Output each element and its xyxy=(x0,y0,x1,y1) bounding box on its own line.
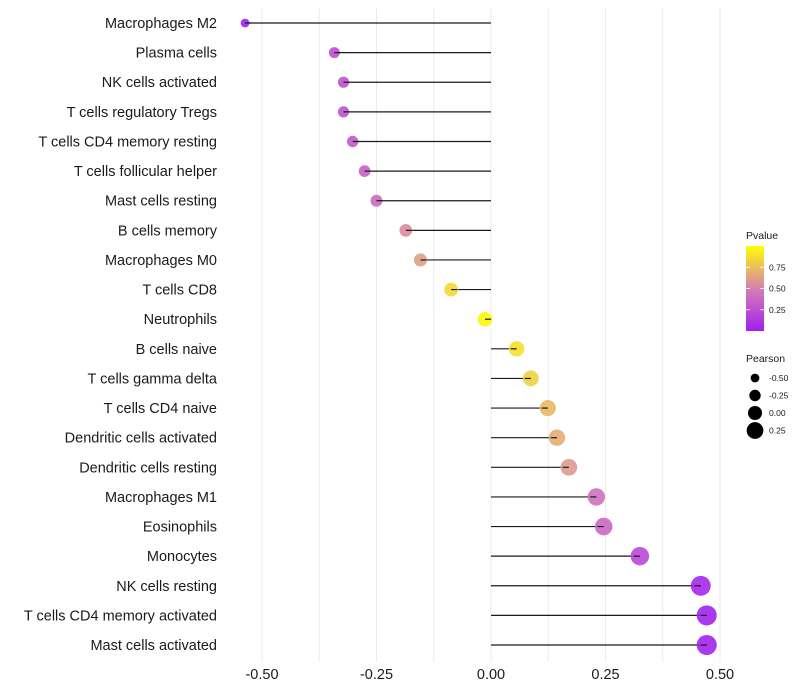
x-tick-label: 0.00 xyxy=(477,667,505,683)
x-tick-label: -0.50 xyxy=(245,667,278,683)
colorbar-tick-label: 0.50 xyxy=(769,284,786,294)
y-axis-label: Macrophages M2 xyxy=(105,16,217,32)
y-axis-label: T cells CD4 naive xyxy=(104,401,217,417)
size-legend-dot xyxy=(749,389,761,402)
y-axis-label: Dendritic cells resting xyxy=(79,460,217,476)
y-axis-label: NK cells activated xyxy=(102,75,217,91)
size-legend-dot xyxy=(747,405,763,421)
y-axis-label: T cells follicular helper xyxy=(74,164,217,180)
y-axis-label: B cells memory xyxy=(118,223,218,239)
y-axis-label: Mast cells activated xyxy=(90,638,217,654)
y-axis-label: T cells CD8 xyxy=(142,283,217,299)
y-axis-label: T cells regulatory Tregs xyxy=(67,105,217,121)
lollipop-point xyxy=(477,311,493,327)
y-axis-labels: Macrophages M2 Plasma cells NK cells activ… xyxy=(24,16,218,654)
size-legend-label: -0.50 xyxy=(769,373,789,383)
y-axis-label: Macrophages M0 xyxy=(105,253,217,269)
y-axis-label: Neutrophils xyxy=(144,312,217,328)
y-axis-label: T cells gamma delta xyxy=(88,371,218,387)
grid-lines xyxy=(261,8,721,662)
y-axis-label: T cells CD4 memory activated xyxy=(24,608,217,624)
y-axis-label: B cells naive xyxy=(136,342,217,358)
x-tick-label: 0.50 xyxy=(706,667,734,683)
pvalue-colorbar xyxy=(746,246,764,331)
lollipop-point xyxy=(690,575,711,596)
size-legend-dot xyxy=(750,373,760,383)
y-axis-label: Plasma cells xyxy=(136,46,217,62)
y-axis-label: NK cells resting xyxy=(116,579,217,595)
y-axis-label: Monocytes xyxy=(147,549,217,565)
lollipop-point xyxy=(240,18,250,28)
y-axis-label: Eosinophils xyxy=(143,520,217,536)
x-axis-tick-labels: -0.50 -0.25 0.00 0.25 0.50 xyxy=(245,667,734,683)
y-axis-label: Macrophages M1 xyxy=(105,490,217,506)
size-legend-label: 0.25 xyxy=(769,426,786,436)
legend: Pvalue 0.25 0.50 0.75 Pearson -0.50 -0.25 0.… xyxy=(746,230,789,439)
colorbar-tick-label: 0.75 xyxy=(769,262,786,272)
x-tick-label: 0.25 xyxy=(591,667,619,683)
size-legend-label: 0.00 xyxy=(769,408,786,418)
lollipop-stems xyxy=(245,22,707,646)
y-axis-label: T cells CD4 memory resting xyxy=(38,134,217,150)
size-legend-keys: -0.50 -0.25 0.00 0.25 xyxy=(746,373,789,439)
legend-title-pearson: Pearson xyxy=(746,353,785,365)
size-legend-dot xyxy=(746,422,764,439)
legend-title-pvalue: Pvalue xyxy=(746,230,778,242)
y-axis-label: Mast cells resting xyxy=(105,194,217,210)
colorbar-ticks: 0.25 0.50 0.75 xyxy=(746,262,786,315)
colorbar-tick-label: 0.25 xyxy=(769,305,786,315)
lollipop-points xyxy=(240,18,717,656)
size-legend-label: -0.25 xyxy=(769,391,789,401)
y-axis-label: Dendritic cells activated xyxy=(65,431,217,447)
x-tick-label: -0.25 xyxy=(360,667,393,683)
